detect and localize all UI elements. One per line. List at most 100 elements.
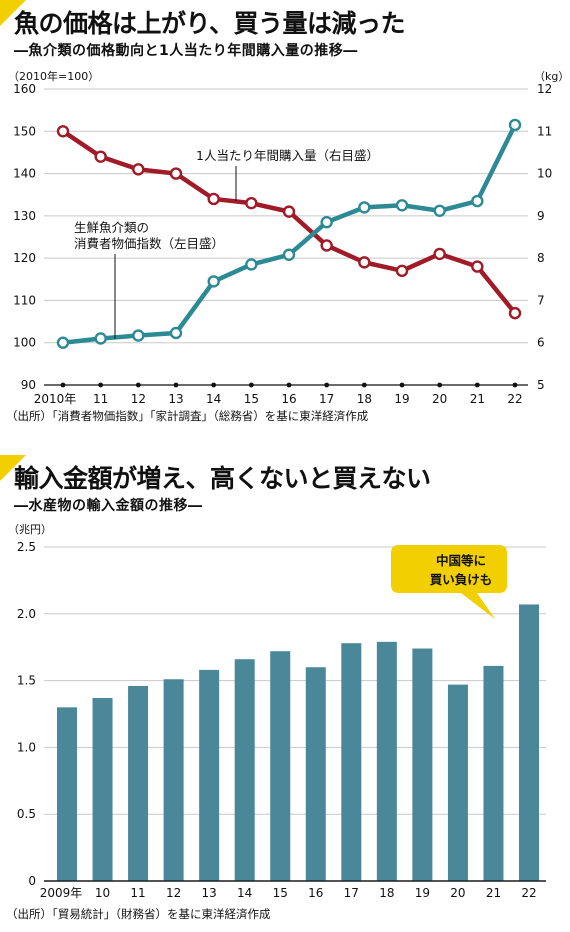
left-tick-label: 150 — [13, 124, 36, 138]
x-tick-label: 17 — [344, 886, 359, 900]
x-tick-label: 11 — [130, 886, 145, 900]
bar — [234, 659, 255, 881]
series-1-point — [508, 118, 522, 132]
bar — [163, 679, 184, 881]
series-1-point — [282, 248, 296, 261]
x-tick-label: 16 — [308, 886, 323, 900]
x-tick-label: 14 — [206, 392, 221, 406]
x-tick-label: 12 — [131, 392, 146, 406]
line-chart: 90 100 110 120 130 140 150 160 5 6 7 8 9 10 11 12 2010年 1… — [13, 82, 552, 406]
x-tick-dot — [60, 382, 66, 388]
x-tick-label: 20 — [450, 886, 465, 900]
right-tick-label: 12 — [537, 82, 552, 96]
bar — [92, 697, 113, 881]
series-label-cpi-line1: 生鮮魚介類の — [74, 220, 149, 235]
x-tick-dot — [211, 382, 217, 388]
left-tick-label: 160 — [13, 82, 36, 96]
x-tick-label: 2009年 — [40, 886, 83, 900]
right-tick-label: 5 — [537, 378, 545, 392]
x-tick-label: 13 — [202, 886, 217, 900]
callout-bubble — [391, 545, 507, 619]
chart1-left-unit: （2010年=100） — [8, 70, 100, 83]
series-0-point — [132, 163, 145, 176]
left-tick-label: 130 — [13, 209, 36, 223]
series-1-point — [245, 258, 258, 271]
x-tick-label: 22 — [507, 392, 522, 406]
y-tick-label: 1.5 — [17, 674, 36, 688]
series-1-point — [132, 329, 145, 342]
series-1-point — [169, 326, 183, 340]
chart2-title: 輸入金額が増え、高くないと買えない — [14, 464, 431, 493]
left-tick-label: 110 — [13, 293, 36, 307]
x-tick-label: 18 — [379, 886, 394, 900]
bar — [447, 684, 468, 881]
bar — [305, 667, 326, 881]
bar — [270, 651, 291, 881]
chart1-subtitle: ―魚介類の価格動向と1人当たり年間購入量の推移― — [14, 43, 358, 59]
bar — [199, 669, 220, 881]
x-tick-dot — [512, 382, 518, 388]
x-tick-label: 20 — [432, 392, 447, 406]
series-0-point — [433, 247, 446, 261]
series-1-point — [471, 194, 484, 208]
x-tick-label: 11 — [93, 392, 108, 406]
x-tick-dot — [248, 382, 254, 388]
corner-accent — [0, 455, 26, 481]
x-tick-dot — [361, 382, 367, 388]
x-tick-dot — [399, 382, 405, 388]
chart1-source: （出所）「消費者物価指数」「家計調査」（総務省）を基に東洋経済作成 — [6, 409, 369, 423]
series-0-point — [471, 260, 484, 273]
x-tick-label: 14 — [237, 886, 252, 900]
bar — [519, 604, 539, 881]
series-1-point — [395, 199, 409, 212]
x-tick-label: 16 — [281, 392, 296, 406]
series-label-purchase: 1人当たり年間購入量（右目盛） — [196, 148, 379, 163]
right-tick-label: 8 — [537, 251, 545, 265]
x-tick-label: 12 — [166, 886, 181, 900]
series-1-point — [433, 204, 446, 217]
right-tick-label: 10 — [537, 167, 552, 181]
series-1-point — [94, 332, 107, 345]
corner-accent — [0, 0, 26, 26]
fish-price-chart-panel: 魚の価格は上がり、買う量は減った ―魚介類の価格動向と1人当たり年間購入量の推移… — [0, 0, 570, 440]
series-0-point — [94, 150, 107, 163]
y-tick-label: 2.0 — [17, 607, 36, 621]
series-0-point — [395, 264, 409, 278]
chart1-right-unit: （kg） — [534, 70, 570, 83]
x-tick-label: 18 — [357, 392, 372, 406]
right-tick-label: 6 — [537, 336, 545, 350]
right-tick-label: 7 — [537, 293, 545, 307]
chart2-subtitle: ―水産物の輸入金額の推移― — [14, 498, 203, 514]
x-tick-label: 13 — [168, 392, 183, 406]
series-0-point — [320, 239, 333, 252]
callout-line2: 買い負けも — [430, 572, 493, 587]
x-tick-label: 19 — [394, 392, 409, 406]
series-0-point — [56, 125, 70, 138]
x-tick-dot — [98, 382, 104, 388]
y-tick-label: 1.0 — [17, 740, 36, 754]
x-tick-label: 10 — [95, 886, 110, 900]
series-1-point — [56, 336, 70, 349]
series-1-point — [358, 201, 371, 214]
import-value-chart-panel: 輸入金額が増え、高くないと買えない ―水産物の輸入金額の推移― （兆円） 0 0.… — [0, 455, 570, 932]
x-tick-dot — [324, 382, 330, 388]
x-tick-dot — [135, 382, 141, 388]
x-tick-label: 15 — [273, 886, 288, 900]
callout-line1: 中国等に — [436, 553, 486, 568]
left-tick-label: 90 — [21, 378, 36, 392]
x-tick-dot — [173, 382, 179, 388]
right-tick-label: 11 — [537, 124, 552, 138]
series-0-point — [245, 196, 258, 210]
right-tick-label: 9 — [537, 209, 545, 223]
bar — [341, 643, 362, 881]
x-tick-label: 21 — [470, 392, 485, 406]
series-0-point — [508, 306, 522, 320]
x-tick-label: 15 — [244, 392, 259, 406]
y-tick-label: 0.5 — [17, 807, 36, 821]
y-tick-label: 0 — [28, 874, 36, 888]
x-tick-label: 2010年 — [34, 392, 77, 406]
x-tick-dot — [437, 382, 443, 388]
series-0-point — [207, 192, 220, 206]
series-0-point — [358, 256, 371, 269]
bar — [128, 685, 149, 881]
